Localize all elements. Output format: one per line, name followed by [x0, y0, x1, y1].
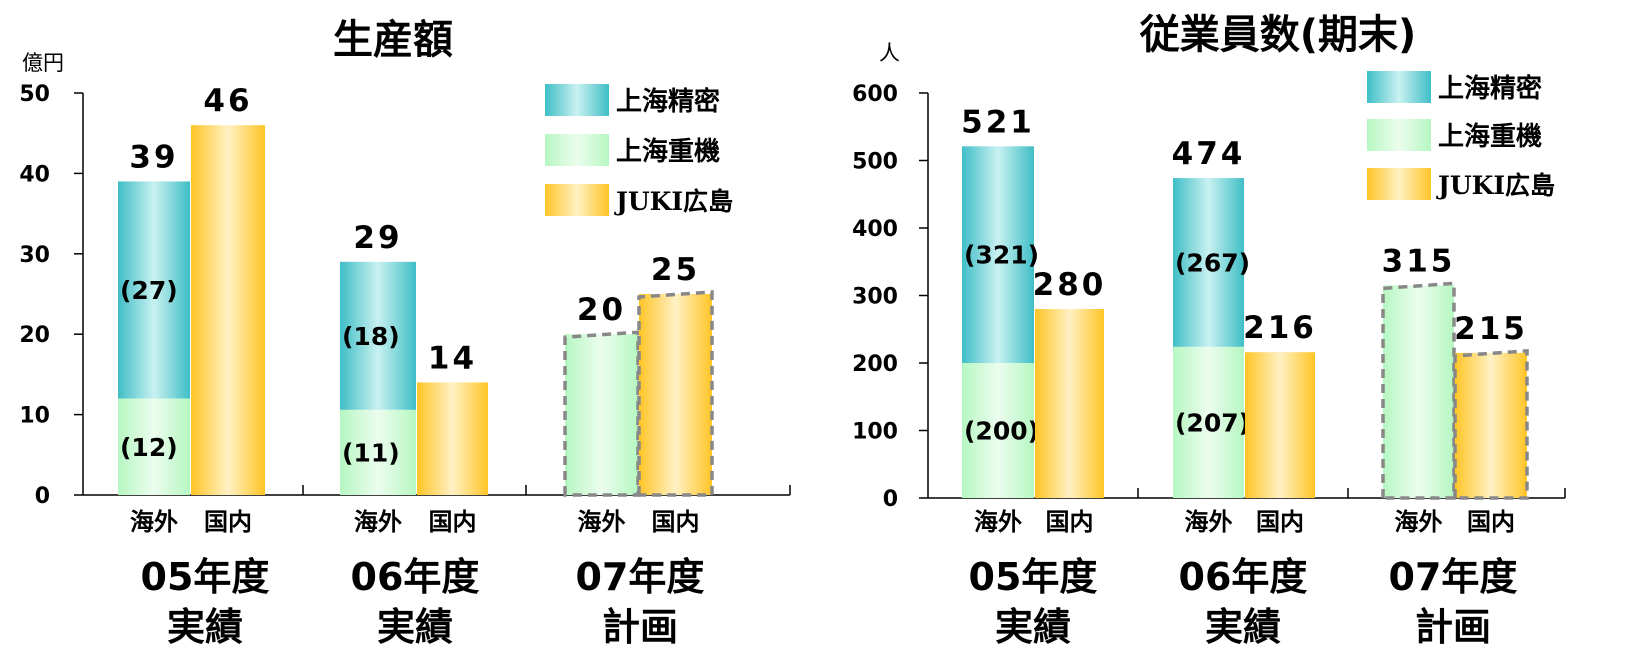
group-kind-label: 実績 [377, 605, 453, 649]
bar-total-label: 521 [961, 104, 1035, 140]
chart-title: 従業員数(期末) [1139, 12, 1417, 58]
plan-outline [637, 290, 714, 497]
bar-total-label: 39 [129, 139, 178, 175]
group-year-label: 07年度 [576, 555, 705, 599]
category-sub-label: 国内 [429, 508, 477, 536]
chart-2: 従業員数(期末) 人 0 100 200 300 400 500 600 (200) (321) 52… [852, 12, 1566, 649]
chart-title: 生産額 [333, 17, 453, 63]
bar-segment [1383, 285, 1454, 498]
category-sub-label: 海外 [1395, 508, 1443, 536]
bar-total-label: 20 [577, 292, 626, 328]
bar-segment [962, 146, 1034, 363]
plan-outline [1381, 281, 1456, 500]
legend-label: JUKI広島 [1436, 171, 1555, 200]
bar-segment [962, 363, 1034, 498]
segment-label: (12) [120, 433, 178, 462]
category-sub-label: 国内 [204, 508, 252, 536]
group-year-label: 06年度 [1179, 555, 1308, 599]
category-sub-label: 国内 [1467, 508, 1515, 536]
y-tick-label: 30 [19, 243, 50, 268]
group-year-label: 06年度 [351, 555, 480, 599]
y-tick-label: 20 [19, 323, 50, 348]
bar-total-label: 46 [203, 83, 252, 119]
segment-label: (267) [1175, 248, 1250, 277]
legend-swatch [545, 134, 609, 166]
legend-label: 上海重機 [616, 137, 720, 167]
group-kind-label: 計画 [1415, 605, 1491, 649]
y-axis-unit: 人 [879, 41, 900, 65]
legend-swatch [1367, 119, 1431, 151]
segment-label: (207) [1175, 408, 1250, 437]
bar-segment [1035, 309, 1104, 498]
group-year-label: 05年度 [141, 555, 270, 599]
legend-swatch [545, 84, 609, 116]
group-kind-label: 実績 [167, 605, 243, 649]
y-tick-label: 0 [35, 484, 50, 509]
bar-segment [118, 398, 190, 495]
y-axis-unit: 億円 [22, 51, 64, 75]
bar-total-label: 315 [1382, 243, 1456, 279]
bar-total-label: 280 [1033, 267, 1107, 303]
bar-segment [340, 261, 416, 410]
group-year-label: 07年度 [1389, 555, 1518, 599]
category-sub-label: 国内 [1046, 508, 1094, 536]
legend-label: JUKI広島 [614, 187, 733, 216]
group-kind-label: 実績 [995, 605, 1071, 649]
y-tick-label: 300 [852, 285, 898, 310]
bar-segment [565, 334, 638, 495]
bar-total-label: 215 [1454, 311, 1528, 347]
legend-swatch [1367, 168, 1431, 200]
bar-segment [417, 382, 488, 495]
bar-segment [340, 409, 416, 495]
legend-swatch [545, 184, 609, 216]
bar-segment [191, 125, 265, 495]
category-sub-label: 国内 [1256, 508, 1304, 536]
group-year-label: 05年度 [969, 555, 1098, 599]
bar-segment [1455, 352, 1527, 498]
y-tick-label: 400 [852, 217, 898, 242]
y-tick-label: 0 [883, 487, 898, 512]
y-tick-label: 200 [852, 352, 898, 377]
segment-label: (27) [120, 276, 178, 305]
legend-label: 上海精密 [616, 86, 720, 117]
category-sub-label: 海外 [974, 508, 1022, 536]
legend-label: 上海重機 [1438, 122, 1542, 152]
legend-swatch [1367, 71, 1431, 103]
segment-label: (11) [342, 438, 400, 467]
segment-label: (18) [342, 322, 400, 351]
plan-outline [1453, 348, 1529, 500]
y-tick-label: 10 [19, 404, 50, 429]
bar-segment [1245, 352, 1315, 498]
legend-label: 上海精密 [1438, 73, 1542, 104]
bar-segment [639, 294, 712, 495]
bar-total-label: 474 [1172, 136, 1246, 172]
category-sub-label: 国内 [652, 508, 700, 536]
bar-segment [1173, 178, 1244, 347]
category-sub-label: 海外 [130, 508, 178, 536]
category-sub-label: 海外 [354, 508, 402, 536]
category-sub-label: 海外 [578, 508, 626, 536]
plan-outline [563, 330, 640, 497]
bar-segment [118, 181, 190, 399]
y-tick-label: 100 [852, 420, 898, 445]
bar-total-label: 29 [353, 220, 402, 256]
y-tick-label: 40 [19, 162, 50, 187]
y-tick-label: 600 [852, 82, 898, 107]
y-tick-label: 500 [852, 150, 898, 175]
segment-label: (321) [964, 241, 1039, 270]
bar-total-label: 216 [1243, 310, 1317, 346]
y-tick-label: 50 [19, 82, 50, 107]
bar-total-label: 25 [651, 252, 700, 288]
group-kind-label: 実績 [1205, 605, 1281, 649]
group-kind-label: 計画 [602, 605, 678, 649]
bar-total-label: 14 [428, 340, 477, 376]
bar-segment [1173, 346, 1244, 498]
category-sub-label: 海外 [1185, 508, 1233, 536]
segment-label: (200) [964, 417, 1039, 446]
